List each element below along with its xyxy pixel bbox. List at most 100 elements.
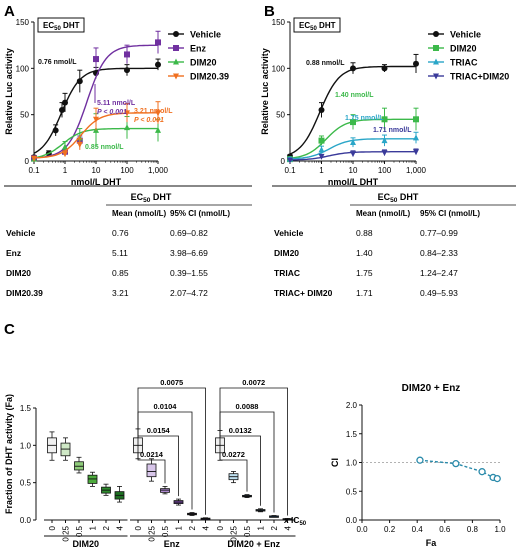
y-tick-label: 50 bbox=[20, 111, 29, 120]
x-tick-label: 0 bbox=[216, 525, 225, 530]
x-tick-label: 2 bbox=[270, 525, 279, 530]
x-tick-label: 0.1 bbox=[28, 166, 40, 175]
panel-a-table: EC50 DHT Mean (nmol/L) 95% CI (nmol/L) Vehi… bbox=[4, 185, 252, 298]
y-tick-label: 2.0 bbox=[346, 401, 358, 410]
x-tick-label: 1.0 bbox=[494, 525, 506, 534]
x-ic50-label: x IC50 bbox=[284, 515, 307, 527]
x-tick-label: 0.6 bbox=[439, 525, 451, 534]
data-point bbox=[350, 65, 356, 72]
p-value-label: 0.0088 bbox=[236, 402, 259, 411]
panel-a-chart: 0 50 100 150 0.1 1 10 100 1,000 nmol/L DHT Relativ… bbox=[4, 17, 229, 187]
x-tick-label: 1 bbox=[175, 525, 184, 530]
y-axis-label: Fraction of DHT activity (Fa) bbox=[4, 394, 14, 514]
data-point bbox=[58, 107, 65, 114]
table-cell: 0.49–5.93 bbox=[420, 288, 458, 298]
significance-bracket bbox=[137, 387, 206, 515]
legend-label: DIM20.39 bbox=[190, 72, 229, 82]
y-tick-label: 1.0 bbox=[20, 441, 32, 450]
x-tick-label: 0.2 bbox=[384, 525, 396, 534]
data-point bbox=[76, 141, 83, 148]
y-tick-label: 100 bbox=[272, 64, 286, 73]
x-tick-label: 1 bbox=[63, 166, 68, 175]
p-value-label: 0.0075 bbox=[160, 378, 183, 387]
y-tick-label: 1.5 bbox=[346, 430, 358, 439]
panel-b-chart: 0 50 100 150 0.1 1 10 100 1,000 nmol/L DHT Relativ… bbox=[260, 17, 509, 187]
significance-bracket bbox=[219, 427, 248, 492]
table-cell: 0.85 bbox=[112, 268, 129, 278]
data-point bbox=[155, 39, 161, 46]
ec50-annotation: 0.88 nmol/L bbox=[306, 60, 345, 67]
data-point bbox=[124, 110, 130, 117]
panel-c-boxplot: 0.0 0.5 1.0 1.5 Fraction of DHT activity (Fa… bbox=[4, 378, 307, 549]
ec50-badge-box bbox=[37, 17, 85, 33]
ec50-annotation: 1.40 nmol/L bbox=[335, 92, 374, 99]
table-cell: 0.84–2.33 bbox=[420, 248, 458, 258]
table-title-sub: 50 bbox=[143, 197, 151, 204]
x-tick-label: 10 bbox=[349, 166, 358, 175]
y-tick-label: 100 bbox=[16, 64, 30, 73]
x-tick-label: 0.4 bbox=[412, 525, 424, 534]
x-tick-label: 2 bbox=[188, 525, 197, 530]
data-point bbox=[318, 137, 325, 144]
ec50-badge-sub: 50 bbox=[310, 26, 317, 32]
data-point bbox=[124, 51, 130, 58]
legend-marker bbox=[433, 58, 439, 65]
x-tick-label: 1 bbox=[319, 166, 324, 175]
table-cell: 3.21 bbox=[112, 288, 129, 298]
table-cell: 1.75 bbox=[356, 268, 373, 278]
legend-label: TRIAC+DIM20 bbox=[450, 72, 509, 82]
data-point bbox=[318, 107, 325, 114]
data-point bbox=[62, 151, 68, 158]
y-tick-label: 0.5 bbox=[20, 479, 32, 488]
data-point bbox=[381, 116, 388, 123]
table-title-rest: DHT bbox=[397, 192, 418, 202]
p-value-label: 0.0072 bbox=[242, 378, 265, 387]
data-point bbox=[155, 61, 161, 68]
data-point bbox=[124, 67, 130, 74]
table-cell: 1.40 bbox=[356, 248, 373, 258]
legend-label: Vehicle bbox=[190, 30, 221, 40]
ec50-badge-sub: 50 bbox=[54, 26, 61, 32]
ec50-badge-main: EC bbox=[299, 21, 310, 30]
data-point bbox=[318, 153, 325, 160]
legend-label: TRIAC bbox=[450, 58, 478, 68]
ec50-annotation: P < 0.001 bbox=[97, 109, 127, 116]
y-axis-label: Relative Luc activity bbox=[4, 48, 14, 135]
table-row-label: DIM20 bbox=[274, 248, 299, 258]
x-tick-label: 0.5 bbox=[161, 525, 170, 537]
table-cell: 0.76 bbox=[112, 228, 129, 238]
p-value-label: 0.0214 bbox=[140, 450, 164, 459]
table-cell: 0.88 bbox=[356, 228, 373, 238]
data-point bbox=[381, 65, 388, 72]
x-tick-label: 10 bbox=[92, 166, 101, 175]
y-tick-label: 0.5 bbox=[346, 487, 358, 496]
group-label: Enz bbox=[164, 539, 181, 549]
legend-label: DIM20 bbox=[190, 58, 217, 68]
table-row-label: TRIAC+ DIM20 bbox=[274, 288, 333, 298]
x-tick-label: 1,000 bbox=[406, 166, 427, 175]
y-axis-label: Relative Luc activity bbox=[260, 48, 270, 135]
table-row-label: TRIAC bbox=[274, 268, 300, 278]
data-point bbox=[93, 56, 99, 63]
significance-bracket bbox=[137, 425, 166, 484]
y-tick-label: 0 bbox=[25, 157, 30, 166]
x-axis-label: nmol/L DHT bbox=[71, 177, 122, 187]
ci-point bbox=[493, 474, 501, 483]
table-cell: 3.98–6.69 bbox=[170, 248, 208, 258]
y-tick-label: 1.5 bbox=[20, 404, 32, 413]
y-tick-label: 1.0 bbox=[346, 459, 358, 468]
x-tick-label: 1 bbox=[89, 525, 98, 530]
data-point bbox=[62, 99, 68, 106]
y-axis-label: CI bbox=[330, 458, 340, 467]
data-point bbox=[350, 151, 356, 158]
table-cell: 1.24–2.47 bbox=[420, 268, 458, 278]
x-tick-label: 1,000 bbox=[148, 166, 169, 175]
table-cell: 0.77–0.99 bbox=[420, 228, 458, 238]
x-tick-label: 4 bbox=[202, 525, 211, 530]
p-value-label: 0.0154 bbox=[147, 426, 171, 435]
y-tick-label: 150 bbox=[16, 18, 30, 27]
x-tick-label: 100 bbox=[120, 166, 134, 175]
legend-label: Vehicle bbox=[450, 30, 481, 40]
panel-c-ci-plot: DIM20 + Enz 0.0 0.5 1.0 1.5 2.0 0.0 0.2 0.4 0.6 0.… bbox=[330, 383, 506, 548]
